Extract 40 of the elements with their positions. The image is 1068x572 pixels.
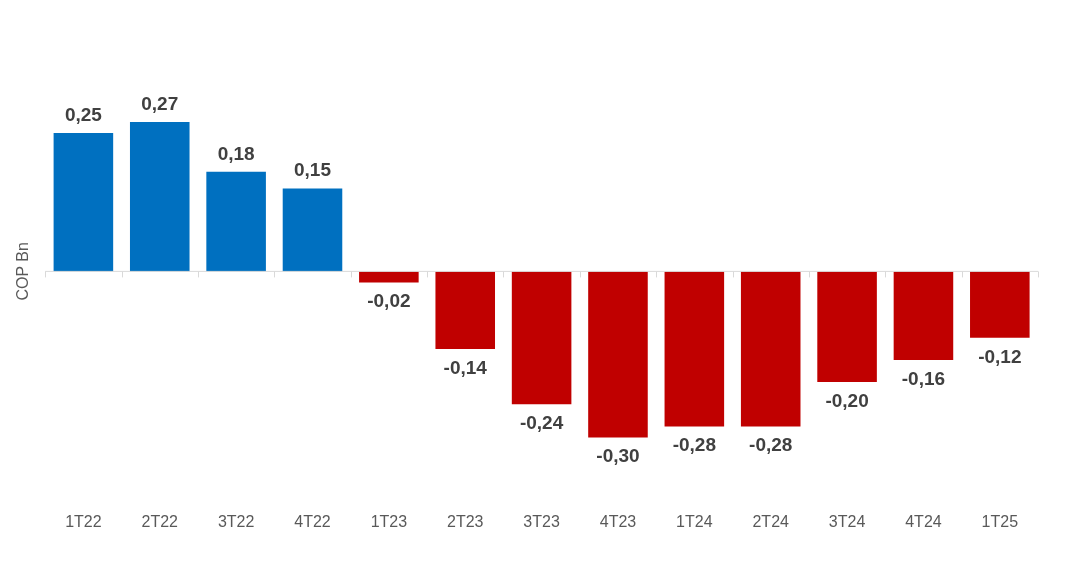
data-label: 0,18 xyxy=(217,142,255,164)
bar xyxy=(970,271,1030,338)
data-label: -0,16 xyxy=(901,367,946,389)
x-tick-label: 1T23 xyxy=(370,512,408,530)
x-tick-label: 2T22 xyxy=(141,512,179,530)
data-label: 0,25 xyxy=(64,103,103,125)
data-label: -0,24 xyxy=(519,411,564,433)
data-label: -0,02 xyxy=(367,290,411,312)
x-tick-label: 3T24 xyxy=(828,512,866,530)
bar xyxy=(664,271,725,427)
data-label: -0,20 xyxy=(825,389,869,411)
bar xyxy=(435,271,496,349)
y-axis-title: COP Bn xyxy=(14,242,32,301)
data-label: -0,14 xyxy=(443,356,488,378)
bar xyxy=(282,188,343,272)
bar xyxy=(740,271,801,427)
x-tick-label: 1T22 xyxy=(65,512,102,530)
x-tick-label: 4T22 xyxy=(294,512,331,530)
x-tick-label: 1T24 xyxy=(676,512,713,530)
bar xyxy=(893,271,954,360)
data-label: -0,30 xyxy=(596,445,640,467)
bar xyxy=(53,133,114,272)
bar xyxy=(206,171,266,272)
data-label: -0,28 xyxy=(749,434,793,456)
bar xyxy=(588,271,648,438)
x-tick-label: 2T24 xyxy=(752,512,790,530)
bar xyxy=(817,271,877,383)
x-tick-label: 2T23 xyxy=(447,512,484,530)
data-label: -0,12 xyxy=(978,345,1022,367)
bar xyxy=(129,121,190,272)
data-label: 0,15 xyxy=(294,159,332,181)
x-tick-label: 3T23 xyxy=(523,512,560,530)
bar xyxy=(359,271,419,283)
x-tick-label: 4T23 xyxy=(599,512,637,530)
data-label: -0,28 xyxy=(672,434,716,456)
data-label: 0,27 xyxy=(141,92,179,114)
x-tick-label: 3T22 xyxy=(217,512,255,530)
bar xyxy=(511,271,572,405)
x-tick-label: 4T24 xyxy=(905,512,942,530)
x-tick-label: 1T25 xyxy=(981,512,1019,530)
